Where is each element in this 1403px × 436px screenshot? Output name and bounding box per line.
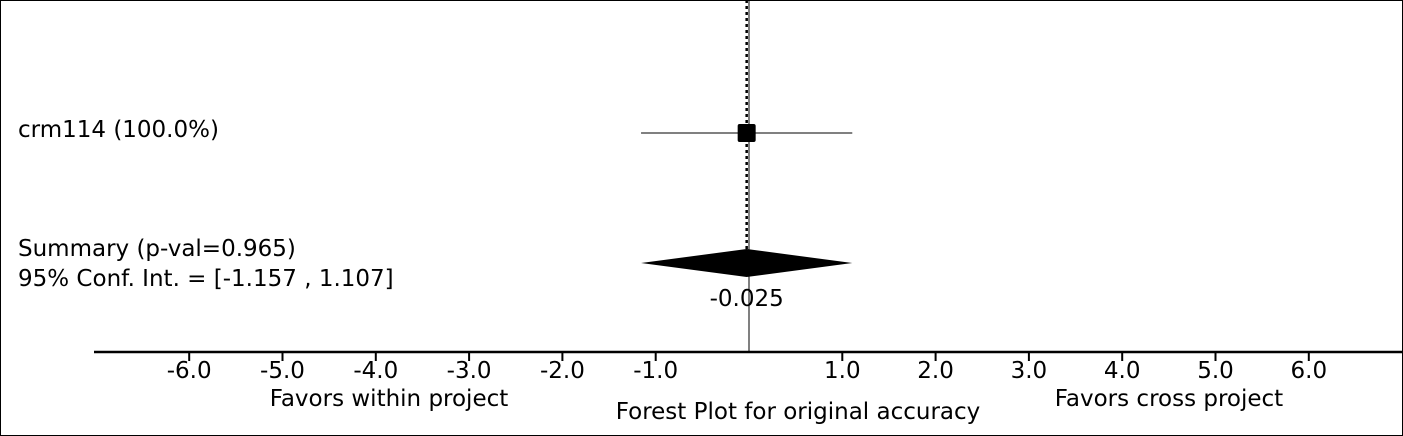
x-tick-label: -4.0 (353, 358, 398, 384)
summary-label: Summary (p-val=0.965) (18, 236, 296, 262)
chart-title: Forest Plot for original accuracy (616, 399, 981, 425)
x-tick-label: -6.0 (167, 358, 212, 384)
x-tick-label: -5.0 (260, 358, 305, 384)
x-axis-ticks: -6.0 -5.0 -4.0 -3.0 -2.0 -1.0 1.0 2.0 3.0 4.0 5.0 6… (167, 352, 1327, 384)
summary-ci-label: 95% Conf. Int. = [-1.157 , 1.107] (18, 266, 394, 292)
x-tick-label: -3.0 (447, 358, 492, 384)
x-tick-label: 4.0 (1104, 358, 1141, 384)
x-tick-label: 2.0 (917, 358, 954, 384)
x-tick-label: -1.0 (633, 358, 678, 384)
x-tick-label: -2.0 (540, 358, 585, 384)
study-estimate-marker (737, 124, 756, 142)
study-label: crm114 (100.0%) (18, 117, 219, 143)
x-tick-label: 6.0 (1291, 358, 1328, 384)
x-tick-label: 3.0 (1011, 358, 1048, 384)
favors-left-label: Favors within project (270, 386, 509, 412)
summary-estimate-value: -0.025 (710, 286, 784, 312)
summary-diamond (641, 249, 853, 277)
favors-right-label: Favors cross project (1055, 386, 1283, 412)
x-tick-label: 5.0 (1197, 358, 1234, 384)
x-tick-label: 1.0 (824, 358, 861, 384)
